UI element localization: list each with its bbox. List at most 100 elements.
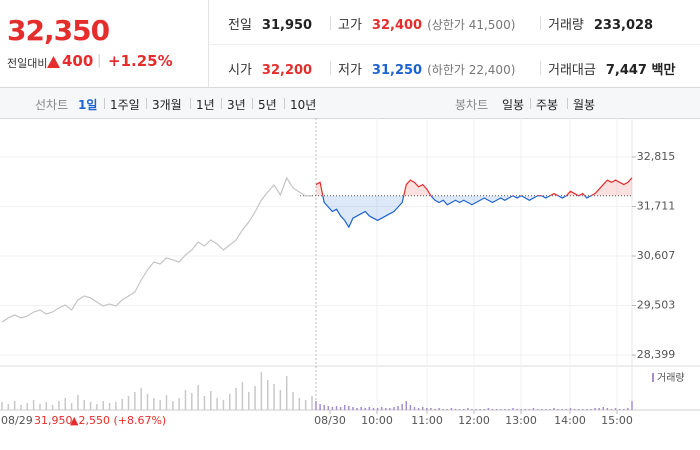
area-up (316, 177, 632, 196)
volume-bar (450, 408, 453, 410)
stat-label: 저가 (338, 63, 362, 78)
volume-bar (39, 404, 41, 410)
volume-bar (434, 409, 436, 410)
volume-bar (454, 409, 457, 410)
volume-bar (96, 404, 98, 410)
volume-bar (462, 409, 465, 410)
volume-bar (360, 407, 362, 410)
period-tab[interactable]: 1일 (78, 98, 98, 112)
stat-separator (330, 61, 331, 75)
volume-bar (540, 409, 543, 410)
volume-bar (315, 401, 317, 410)
volume-bar (348, 406, 350, 410)
candle-tab[interactable]: 월봉 (573, 98, 596, 112)
volume-bar (372, 408, 375, 410)
candle-tab[interactable]: 일봉 (502, 98, 525, 112)
tab-separator (530, 98, 531, 109)
annotation-date: 08/29 (1, 414, 33, 427)
volume-bar (614, 408, 617, 410)
volume-bar (393, 407, 395, 410)
volume-bar (401, 404, 403, 410)
period-tab[interactable]: 3년 (227, 98, 246, 112)
volume-bar (216, 398, 218, 410)
period-tab[interactable]: 1주일 (110, 98, 140, 112)
stat-cell: 전일 31,950 (228, 14, 312, 33)
stat-note: (상한가 41,500) (427, 18, 516, 32)
volume-bar (102, 401, 104, 410)
period-tab[interactable]: 5년 (258, 98, 277, 112)
volume-bar (184, 390, 187, 410)
volume-bar (524, 409, 527, 410)
volume-bar (442, 409, 444, 410)
tab-separator (104, 98, 105, 109)
legend-label: 거래량 (657, 372, 685, 384)
volume-bar (134, 392, 136, 410)
volume-bar (618, 409, 621, 410)
stat-value: 7,447 백만 (605, 63, 676, 78)
volume-bar (438, 408, 440, 410)
period-tab[interactable]: 1년 (196, 98, 215, 112)
period-tab[interactable]: 10년 (290, 98, 317, 112)
volume-bar (590, 409, 592, 410)
volume-bar (285, 376, 288, 410)
stat-cell: 시가 32,200 (228, 59, 312, 78)
tab-separator (190, 98, 191, 109)
stat-cell: 거래량 233,028 (548, 14, 653, 33)
volume-bar (115, 402, 117, 410)
volume-bar (627, 408, 629, 410)
period-tabs: 선차트 1일 1주일 3개월 1년 3년 5년 10년 봉차트 일봉 주봉 월봉 (0, 88, 700, 119)
row-divider (208, 44, 700, 45)
volume-bar (153, 398, 155, 410)
volume-bar (298, 398, 301, 410)
volume-bar (471, 409, 473, 410)
separator: | (97, 53, 102, 68)
volume-bar (83, 400, 85, 410)
volume-bar (426, 408, 428, 410)
volume-bar (487, 408, 490, 410)
volume-bar (352, 407, 354, 410)
volume-bar (389, 408, 391, 410)
volume-bar (20, 405, 22, 410)
volume-bar (13, 401, 16, 410)
volume-bar (557, 409, 559, 410)
stat-value: 31,250 (371, 63, 423, 78)
y-tick-label: 31,711 (637, 199, 676, 212)
tab-separator (252, 98, 253, 109)
tab-group-label: 봉차트 (455, 98, 489, 112)
volume-bar (197, 385, 199, 410)
volume-bar (311, 396, 313, 410)
stat-separator (330, 16, 331, 30)
tab-separator (221, 98, 222, 109)
volume-bar (623, 409, 625, 410)
volume-bar (45, 402, 48, 410)
stat-value: 32,400 (371, 18, 423, 33)
volume-bar (561, 409, 563, 410)
volume-bar (397, 406, 399, 410)
volume-bar (380, 407, 383, 410)
volume-bar (222, 400, 225, 410)
volume-bar (127, 396, 130, 410)
volume-bar (413, 407, 416, 410)
volume-bar (229, 394, 231, 410)
volume-bar (495, 409, 498, 410)
period-tab[interactable]: 3개월 (152, 98, 182, 112)
price-line-up (315, 177, 633, 196)
stat-separator (540, 16, 541, 30)
candle-tab[interactable]: 주봉 (536, 98, 559, 112)
volume-bar (491, 409, 494, 410)
stat-label: 거래량 (548, 18, 584, 33)
quote-panel: 32,350 전일대비 400 | +1.25% 전일 31,950 고가 32,40… (0, 0, 700, 88)
y-tick-label: 29,503 (637, 298, 676, 311)
volume-bar (319, 404, 321, 410)
volume-bar (108, 403, 111, 410)
volume-bar (577, 409, 580, 410)
x-tick-label: 14:00 (554, 414, 586, 427)
x-tick-label: 13:00 (505, 414, 537, 427)
stat-label: 거래대금 (548, 63, 596, 78)
volume-bar (446, 409, 449, 410)
y-tick-label: 30,607 (637, 249, 676, 262)
volume-bar (203, 396, 206, 410)
volume-bar (532, 408, 535, 410)
volume-bar (598, 408, 600, 410)
tab-separator (146, 98, 147, 109)
